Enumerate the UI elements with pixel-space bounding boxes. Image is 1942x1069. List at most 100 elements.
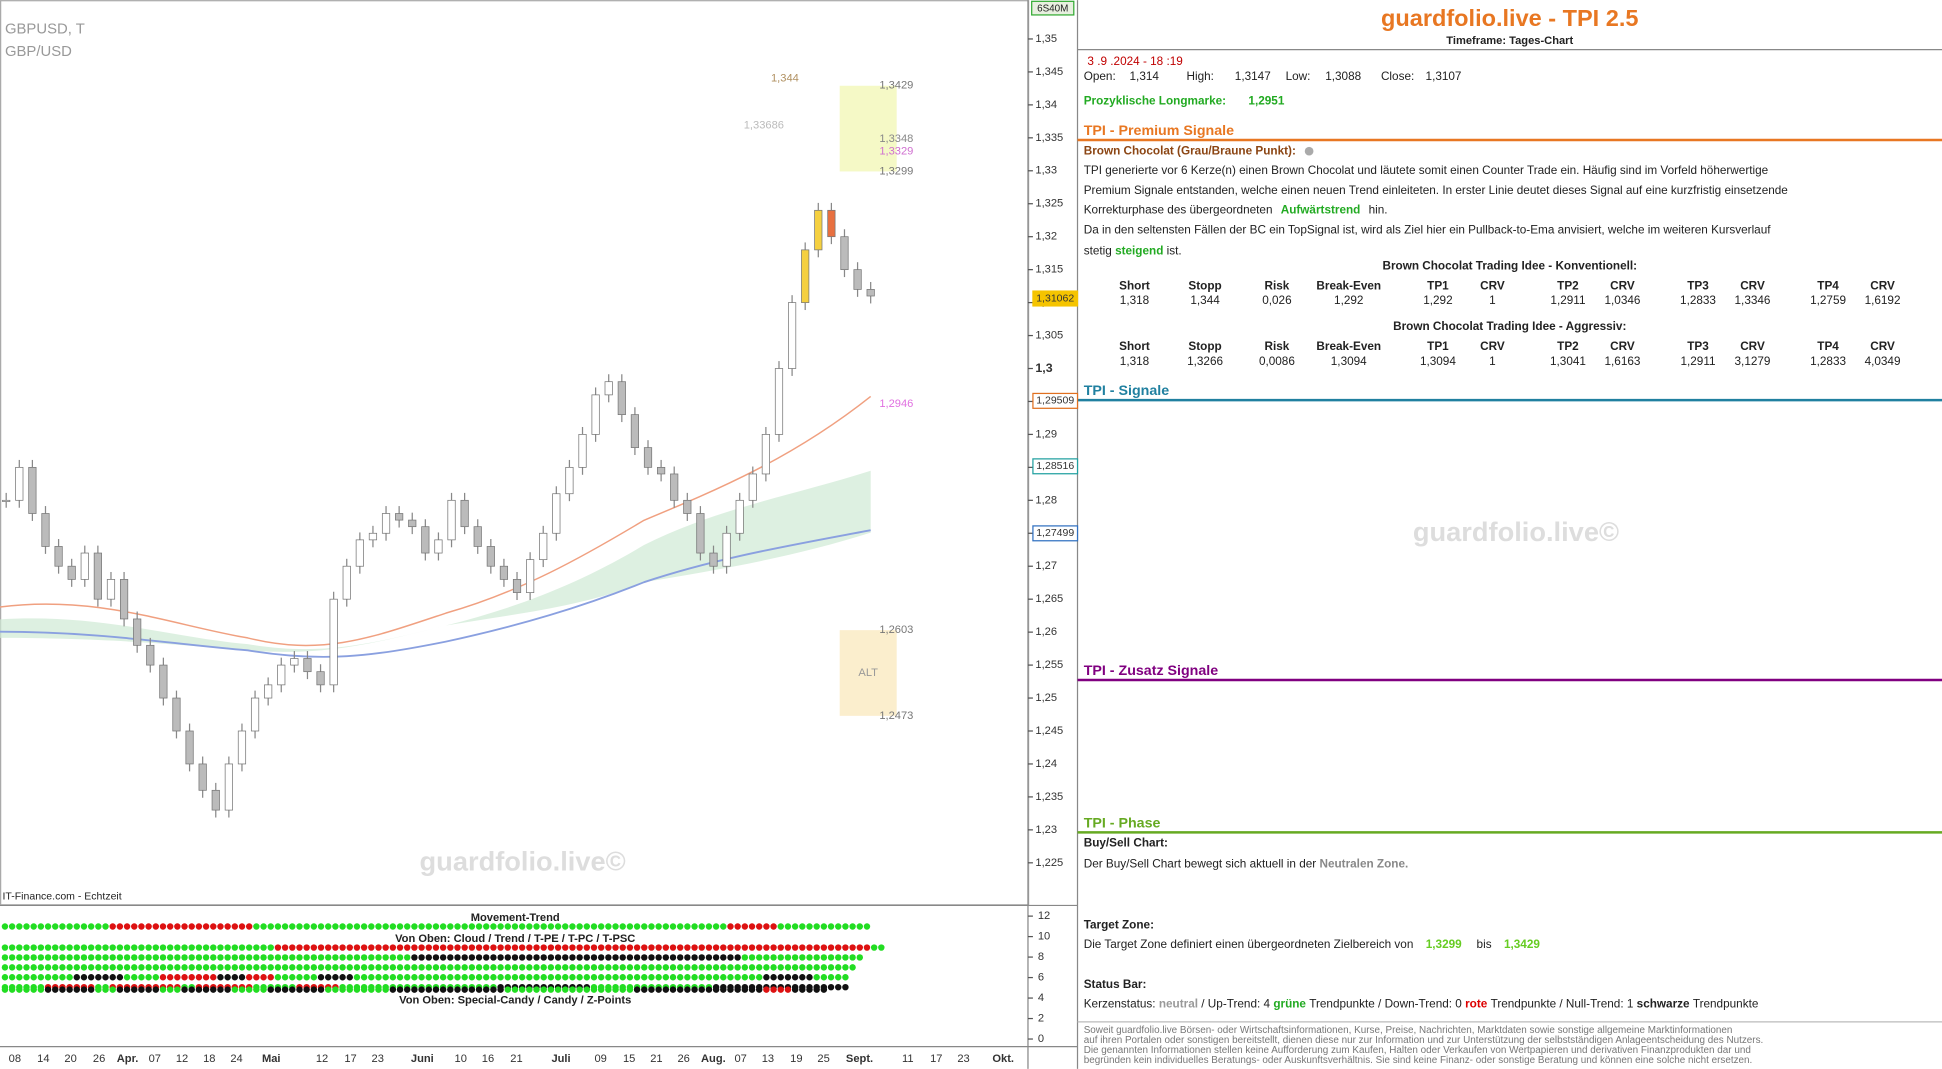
table-title: Brown Chocolat Trading Idee - Konvention… (1382, 259, 1637, 272)
ohlc: Open: (1084, 70, 1116, 83)
indicator-dot (353, 954, 361, 961)
indicator-dot (590, 954, 598, 961)
indicator-dot (791, 954, 799, 961)
indicator-dot (447, 986, 454, 993)
x-tick-label: Mai (262, 1053, 281, 1065)
indicator-dot (820, 974, 828, 981)
indicator-dot (44, 964, 52, 971)
indicator-dot (245, 964, 253, 971)
indicator-dot (425, 964, 432, 971)
indicator-dot (720, 964, 727, 971)
candle (486, 546, 495, 567)
signal-text: Premium Signale entstanden, welche einen… (1084, 184, 1789, 197)
panel-title: guardfolio.live - TPI 2.5 (1381, 5, 1638, 31)
table-cell: 1,2911 (1680, 355, 1715, 368)
indicator-dot (303, 954, 310, 961)
indicator-dot (842, 983, 849, 991)
indicator-dot (597, 974, 605, 981)
indicator-dot (612, 974, 619, 981)
table-header: Stopp (1188, 340, 1221, 353)
table-cell: 1,6192 (1865, 294, 1901, 307)
x-tick-label: 17 (930, 1053, 942, 1065)
indicator-dot (224, 986, 231, 993)
indicator-dot (44, 986, 52, 993)
y-tick-label: 4 (1038, 992, 1044, 1004)
candle (198, 763, 207, 791)
indicator-dot (317, 954, 325, 961)
candle (211, 789, 220, 811)
indicator-dot (138, 923, 145, 930)
indicator-dot (676, 944, 684, 951)
indicator-dot (784, 986, 792, 993)
indicator-dot (605, 954, 612, 961)
indicator-dot (748, 964, 756, 971)
indicator-dot (210, 964, 217, 971)
indicator-dot (303, 923, 310, 930)
indicator-dot (526, 923, 533, 930)
indicator-dot (454, 923, 461, 930)
table-header: TP1 (1427, 279, 1449, 292)
indicator-dot (806, 974, 813, 981)
indicator-dot (483, 923, 490, 930)
candle (735, 499, 744, 534)
indicator-dot (633, 974, 641, 981)
indicator-dot (267, 974, 274, 981)
indicator-dot (281, 974, 289, 981)
indicator-dot (569, 974, 576, 981)
table-header: TP2 (1557, 279, 1579, 292)
indicator-dot (483, 954, 490, 961)
indicator-dot (231, 923, 239, 930)
indicator-dot (224, 974, 231, 981)
indicator-dot (418, 954, 425, 961)
indicator-dot (360, 986, 368, 993)
candle (814, 209, 823, 251)
indicator-dot (755, 986, 763, 993)
indicator-dot (691, 923, 698, 930)
indicator-dot (648, 944, 655, 951)
table-header: TP4 (1817, 279, 1839, 292)
indicator-dot (705, 974, 713, 981)
indicator-dot (245, 923, 253, 930)
indicator-dot (411, 964, 418, 971)
candle (617, 381, 626, 416)
indicator-label: Von Oben: Cloud / Trend / T-PE / T-PC / … (395, 933, 635, 945)
indicator-dot (705, 964, 713, 971)
indicator-dot (842, 974, 849, 981)
indicator-dot (109, 964, 116, 971)
indicator-dot (511, 986, 519, 993)
indicator-dot (224, 954, 231, 961)
table-header: Break-Even (1316, 279, 1381, 292)
x-tick-label: 07 (149, 1053, 161, 1065)
x-tick-label: 19 (790, 1053, 802, 1065)
disclaimer: Soweit guardfolio.live Börsen- oder Wirt… (1084, 1025, 1733, 1036)
price-marker (1032, 525, 1079, 542)
table-header: Stopp (1188, 279, 1221, 292)
indicator-dot (181, 944, 188, 951)
candle (237, 730, 247, 765)
candle (460, 499, 469, 528)
indicator-dot (375, 923, 382, 930)
y-tick-label: 1,325 (1035, 198, 1063, 210)
indicator-dot (389, 923, 397, 930)
indicator-dot (360, 974, 368, 981)
indicator-dot (554, 923, 562, 930)
candle (2, 499, 11, 502)
candle (329, 598, 338, 686)
price-marker (1032, 458, 1079, 475)
indicator-dot (461, 986, 468, 993)
indicator-dot (274, 923, 282, 930)
indicator-dot (684, 964, 691, 971)
section-heading: TPI - Signale (1084, 383, 1170, 399)
indicator-dot (727, 944, 734, 951)
t: bis (1477, 938, 1492, 951)
price-marker (1032, 290, 1079, 307)
indicator-dot (734, 986, 741, 993)
indicator-dot (806, 944, 813, 951)
indicator-dot (447, 964, 454, 971)
indicator-dot (8, 964, 16, 971)
t: Trendpunkte / Down-Trend: 0 (1309, 998, 1462, 1011)
ohlc: 1,314 (1130, 70, 1160, 83)
indicator-dot (404, 954, 411, 961)
indicator-dot (353, 944, 361, 951)
y-tick-label: 6 (1038, 972, 1044, 984)
